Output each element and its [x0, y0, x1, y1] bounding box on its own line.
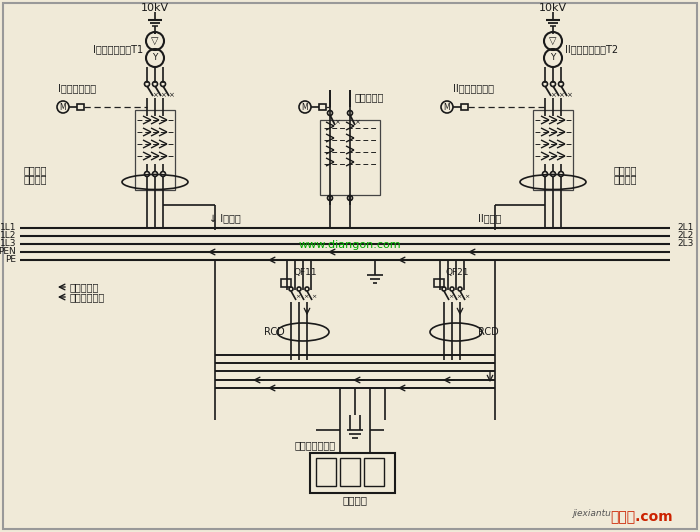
Text: 10kV: 10kV: [141, 3, 169, 13]
Text: 接地故障电流: 接地故障电流: [70, 292, 105, 302]
Text: M: M: [444, 103, 450, 112]
Text: 中性线电流: 中性线电流: [70, 282, 99, 292]
Bar: [281, 279, 291, 287]
Text: 用电设备: 用电设备: [342, 495, 368, 505]
Text: Y: Y: [153, 54, 158, 62]
Text: ×: ×: [152, 92, 158, 98]
Text: II段电力变压器T2: II段电力变压器T2: [565, 44, 618, 54]
Text: ×: ×: [449, 295, 454, 300]
Text: RCD: RCD: [478, 327, 498, 337]
Bar: [533, 110, 573, 190]
Text: ×: ×: [558, 92, 564, 98]
Text: QF11: QF11: [293, 268, 316, 277]
Text: 1L2: 1L2: [0, 231, 16, 240]
Text: I段电力变压器T1: I段电力变压器T1: [93, 44, 143, 54]
Text: 10kV: 10kV: [539, 3, 567, 13]
Bar: [340, 458, 360, 486]
Text: 母联断路器: 母联断路器: [355, 92, 384, 102]
Bar: [364, 458, 384, 486]
Text: 2L2: 2L2: [677, 231, 693, 240]
Text: 1L3: 1L3: [0, 239, 16, 248]
Text: 接线图.com: 接线图.com: [610, 510, 673, 524]
Text: ×: ×: [295, 295, 300, 300]
Text: M: M: [302, 103, 308, 112]
Text: ×: ×: [312, 295, 316, 300]
Text: II段进线断路器: II段进线断路器: [453, 83, 494, 93]
Text: 2L3: 2L3: [677, 239, 694, 248]
Text: 1L1: 1L1: [0, 223, 16, 232]
Bar: [461, 104, 468, 110]
Text: ↓ I段母线: ↓ I段母线: [209, 213, 241, 223]
Text: 接地故障: 接地故障: [613, 165, 637, 175]
Bar: [310, 453, 395, 493]
Text: ▽: ▽: [550, 36, 556, 46]
Text: PE: PE: [5, 255, 16, 264]
Text: ×: ×: [566, 92, 572, 98]
Text: ▽: ▽: [151, 36, 159, 46]
Bar: [316, 458, 336, 486]
Text: Y: Y: [550, 54, 556, 62]
Text: I段进线断路器: I段进线断路器: [58, 83, 96, 93]
Text: ×: ×: [550, 92, 556, 98]
Text: PEN: PEN: [0, 247, 16, 256]
Text: ×: ×: [334, 119, 340, 125]
Bar: [320, 120, 380, 195]
Text: M: M: [60, 103, 66, 112]
Bar: [77, 104, 84, 110]
Text: ×: ×: [456, 295, 461, 300]
Text: RCD: RCD: [265, 327, 285, 337]
Text: ×: ×: [168, 92, 174, 98]
Text: II段母线: II段母线: [478, 213, 502, 223]
Text: jiexiantu: jiexiantu: [572, 509, 611, 518]
Text: QF21: QF21: [446, 268, 470, 277]
Bar: [135, 110, 175, 190]
Bar: [434, 279, 444, 287]
Text: ×: ×: [303, 295, 309, 300]
Text: www.diangon.com: www.diangon.com: [299, 240, 401, 250]
Text: 单相接地故障点: 单相接地故障点: [295, 440, 336, 450]
Bar: [319, 104, 326, 110]
Text: ×: ×: [354, 119, 360, 125]
Text: ×: ×: [464, 295, 470, 300]
Text: 电流检测: 电流检测: [23, 174, 47, 184]
Text: 电流检测: 电流检测: [613, 174, 637, 184]
Text: ×: ×: [160, 92, 166, 98]
Text: 接地故障: 接地故障: [23, 165, 47, 175]
Text: 2L1: 2L1: [677, 223, 694, 232]
